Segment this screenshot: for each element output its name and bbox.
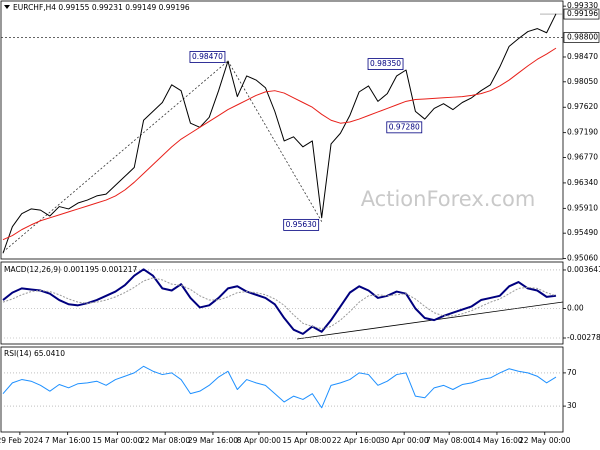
watermark: ActionForex.com bbox=[361, 187, 536, 211]
y-tick-label: 0.96770 bbox=[567, 152, 598, 161]
trend-line bbox=[227, 60, 323, 223]
last-price-box bbox=[563, 8, 600, 20]
level-label: 0.98800 bbox=[567, 32, 598, 41]
level-box bbox=[563, 32, 600, 43]
x-tick-label: 30 Apr 00:00 bbox=[380, 436, 429, 445]
panel-title: RSI(14) 65.0410 bbox=[4, 349, 65, 358]
series-line bbox=[2, 277, 557, 330]
annotation-box bbox=[386, 121, 423, 134]
y-tick-label: 0.95490 bbox=[567, 228, 598, 237]
series-line bbox=[2, 365, 557, 409]
price-frame bbox=[0, 0, 564, 260]
annotation-label: 0.95630 bbox=[286, 220, 317, 229]
series-line bbox=[2, 13, 557, 254]
annotation-label: 0.97280 bbox=[389, 122, 420, 131]
y-tick-label: 0.003641 bbox=[567, 265, 600, 274]
annotation-box bbox=[189, 51, 226, 63]
rsi-frame bbox=[0, 346, 564, 433]
y-tick-label: 0.97620 bbox=[567, 102, 598, 111]
y-tick-label: 0.99330 bbox=[567, 1, 598, 10]
y-tick-label: 0.98050 bbox=[567, 77, 598, 86]
annotation-label: 0.98470 bbox=[192, 52, 223, 61]
panel-title: EURCHF,H4 0.99155 0.99231 0.99149 0.9919… bbox=[13, 3, 190, 12]
series-line bbox=[2, 47, 557, 241]
x-tick-label: 22 May 00:00 bbox=[519, 436, 571, 445]
macd-frame bbox=[0, 261, 564, 345]
y-tick-label: 0.98470 bbox=[567, 52, 598, 61]
y-tick-label: 0.96340 bbox=[567, 178, 598, 187]
series-line bbox=[2, 268, 557, 335]
x-tick-label: 7 Mar 16:00 bbox=[45, 436, 91, 445]
annotation-label: 0.98350 bbox=[370, 59, 401, 68]
x-tick-label: 14 May 16:00 bbox=[471, 436, 523, 445]
annotation-box bbox=[283, 218, 320, 231]
y-tick-label: 0.97190 bbox=[567, 128, 598, 137]
y-tick-label: 0.95910 bbox=[567, 203, 598, 212]
x-tick-label: 7 May 08:00 bbox=[426, 436, 473, 445]
x-tick-label: 15 Mar 00:00 bbox=[92, 436, 142, 445]
x-tick-label: 15 Apr 08:00 bbox=[282, 436, 331, 445]
x-tick-label: 22 Mar 08:00 bbox=[140, 436, 190, 445]
annotation-box bbox=[367, 58, 404, 70]
last-price-label: 0.99196 bbox=[567, 9, 598, 18]
y-tick-label: 30 bbox=[567, 401, 577, 410]
x-tick-label: 29 Mar 16:00 bbox=[188, 436, 238, 445]
macd-trend-line bbox=[296, 301, 564, 340]
x-tick-label: 29 Feb 2024 bbox=[0, 436, 43, 445]
y-tick-label: 0.00 bbox=[567, 304, 584, 313]
y-tick-label: 70 bbox=[567, 368, 577, 377]
y-tick-label: 0.95060 bbox=[567, 254, 598, 263]
trend-line bbox=[2, 60, 229, 253]
x-tick-label: 8 Apr 00:00 bbox=[237, 436, 281, 445]
x-tick-label: 22 Apr 16:00 bbox=[332, 436, 381, 445]
menu-arrow bbox=[4, 5, 10, 9]
panel-title: MACD(12,26,9) 0.001195 0.001217 bbox=[4, 265, 138, 274]
y-tick-label: -0.002788 bbox=[567, 333, 600, 342]
